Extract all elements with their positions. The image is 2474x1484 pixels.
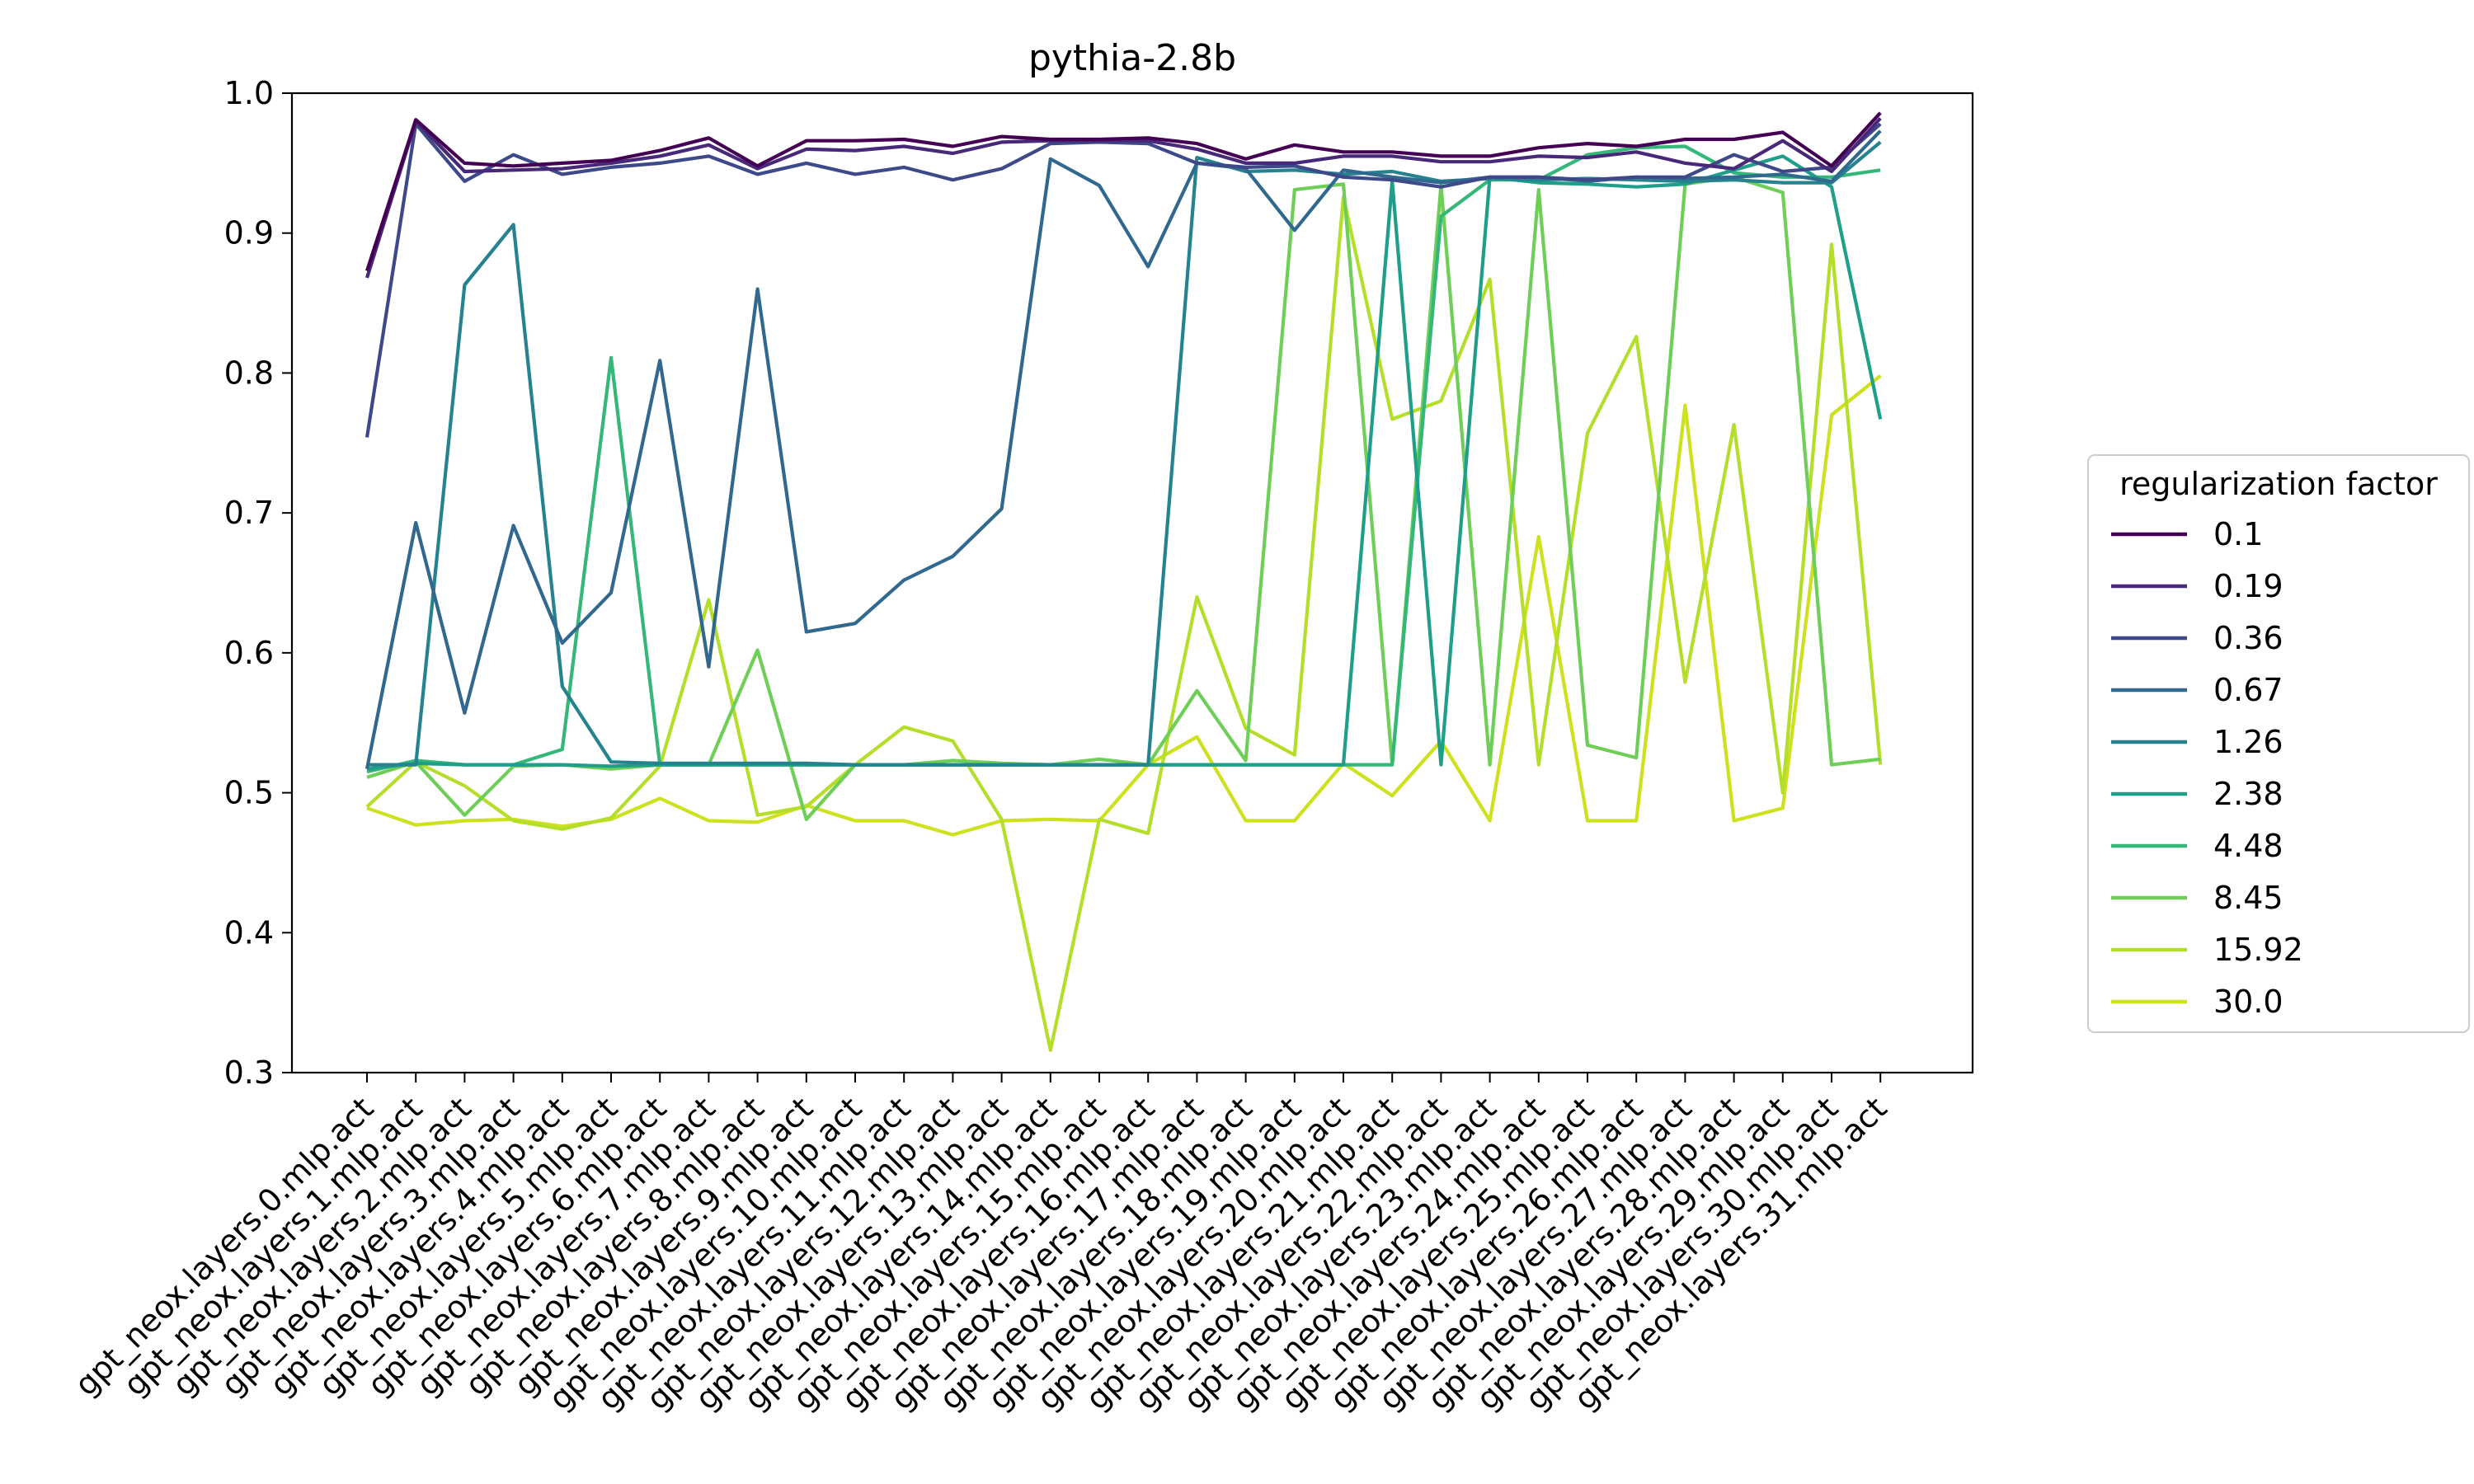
legend-label: 0.36 [2213, 620, 2284, 656]
series-lines [365, 111, 1883, 1052]
series-line-15.92 [365, 195, 1883, 1052]
legend-frame [2087, 454, 2470, 1033]
y-tick-label: 0.7 [224, 495, 274, 531]
legend-label: 8.45 [2213, 880, 2284, 916]
series-line-30.0 [366, 374, 1882, 837]
legend-label: 15.92 [2213, 932, 2303, 968]
legend-label: 2.38 [2213, 776, 2284, 812]
y-tick-label: 1.0 [224, 75, 274, 111]
legend-label: 30.0 [2213, 984, 2284, 1020]
x-axis: gpt_neox.layers.0.mlp.actgpt_neox.layers… [68, 1073, 1894, 1417]
legend-title: regularization factor [2119, 466, 2438, 502]
legend-label: 0.19 [2213, 568, 2284, 604]
plot-frame [290, 92, 1974, 1074]
y-tick-label: 0.6 [224, 635, 274, 671]
legend-label: 0.67 [2213, 672, 2284, 708]
y-axis: 0.3 0.4 0.5 0.6 0.7 0.8 0.9 1.0 [224, 75, 292, 1091]
series-line-0.1 [365, 111, 1882, 272]
plot-area: 0.3 0.4 0.5 0.6 0.7 0.8 0.9 1.0 gpt_neox.layers… [68, 75, 1974, 1417]
series-line-0.36 [365, 122, 1882, 438]
legend-label: 4.48 [2213, 828, 2284, 864]
y-tick-label: 0.8 [224, 355, 274, 391]
y-tick-label: 0.5 [224, 775, 274, 811]
y-tick-label: 0.3 [224, 1054, 274, 1091]
chart-title: pythia-2.8b [1028, 37, 1236, 79]
y-tick-label: 0.9 [224, 215, 274, 251]
series-line-0.19 [365, 117, 1882, 279]
legend: regularization factor 0.1 0.19 0.36 0.67 1.2… [2087, 454, 2470, 1033]
legend-label: 1.26 [2213, 724, 2284, 760]
series-line-1.26 [367, 140, 1882, 767]
legend-items: 0.1 0.19 0.36 0.67 1.26 2.38 4.48 8.45 15.92 30.0 [2111, 516, 2303, 1020]
legend-label: 0.1 [2213, 516, 2263, 552]
y-tick-label: 0.4 [224, 914, 274, 951]
series-line-8.45 [366, 175, 1881, 821]
